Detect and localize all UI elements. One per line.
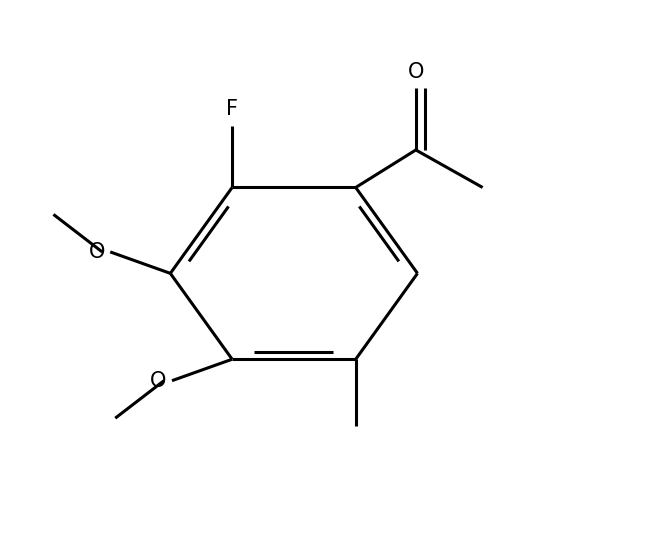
Text: O: O xyxy=(88,242,105,262)
Text: O: O xyxy=(407,62,424,82)
Text: O: O xyxy=(150,371,167,391)
Text: F: F xyxy=(226,99,238,120)
